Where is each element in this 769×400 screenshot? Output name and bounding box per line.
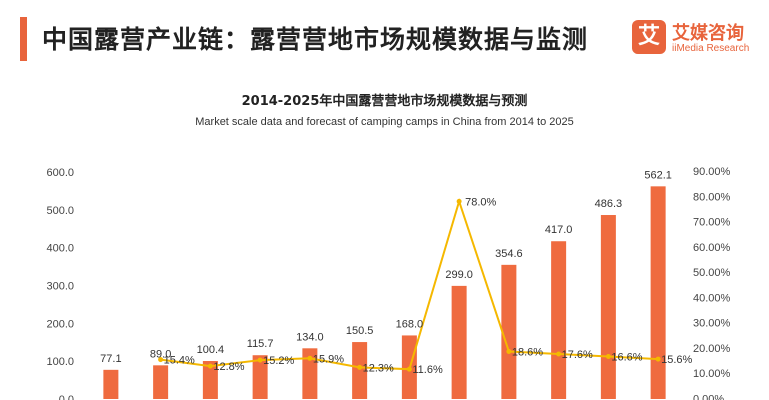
growth-rate-point-2015 <box>158 357 164 363</box>
growth-rate-point-2018 <box>307 355 313 361</box>
right-axis-tick-label: 30.00% <box>693 318 731 330</box>
left-axis-tick-label: 300.0 <box>46 281 74 293</box>
growth-rate-label: 15.6% <box>661 354 692 366</box>
bar-2016 <box>202 361 218 399</box>
bar-value-label: 168.0 <box>396 318 424 330</box>
growth-rate-label: 78.0% <box>465 196 496 208</box>
bar-2018 <box>302 348 318 399</box>
bar-2022 <box>501 264 517 399</box>
right-axis-tick-label: 60.00% <box>693 242 731 254</box>
logo-mark-icon: 艾 <box>632 20 666 54</box>
iimedia-logo: 艾 艾媒咨询 iiMedia Research <box>632 18 756 60</box>
bar-value-label: 299.0 <box>445 269 473 281</box>
report-header: 中国露营产业链：露营营地市场规模数据与监测 艾 艾媒咨询 iiMedia Res… <box>0 0 769 75</box>
bar-value-label: 77.1 <box>100 353 121 365</box>
left-axis-tick-label: 600.0 <box>46 167 74 179</box>
bar-value-label: 100.4 <box>197 344 225 356</box>
bar-2025 <box>650 186 666 399</box>
growth-rate-label: 12.3% <box>363 362 394 374</box>
growth-rate-point-2025 <box>655 356 661 362</box>
page-title: 中国露营产业链：露营营地市场规模数据与监测 <box>42 25 589 54</box>
bar-2023 <box>551 241 567 399</box>
right-axis-tick-label: 40.00% <box>693 292 731 304</box>
bar-value-label: 354.6 <box>495 248 523 260</box>
growth-rate-point-2021 <box>456 198 462 204</box>
right-axis-tick-label: 80.00% <box>693 191 731 203</box>
logo-brand-cn: 艾媒咨询 <box>672 23 744 44</box>
growth-rate-label: 12.8% <box>213 361 244 373</box>
chart-title: 2014-2025年中国露营营地市场规模数据与预测 <box>241 94 528 109</box>
growth-rate-label: 17.6% <box>562 349 593 361</box>
logo-brand-en: iiMedia Research <box>672 43 750 54</box>
right-axis-tick-label: 90.00% <box>693 166 731 178</box>
title-accent-bar <box>20 17 27 61</box>
growth-rate-label: 15.9% <box>313 353 344 365</box>
growth-rate-point-2024 <box>605 354 611 360</box>
chart-subtitle: Market scale data and forecast of campin… <box>195 116 574 128</box>
bar-2024 <box>600 215 616 399</box>
bar-value-label: 115.7 <box>247 338 274 350</box>
growth-rate-label: 18.6% <box>512 346 543 358</box>
bar-value-label: 134.0 <box>296 331 324 343</box>
bar-value-label: 486.3 <box>595 198 623 210</box>
right-axis-tick-label: 50.00% <box>693 267 731 279</box>
bar-value-label: 417.0 <box>545 224 573 236</box>
right-axis-tick-label: 70.00% <box>693 217 731 229</box>
growth-rate-point-2022 <box>506 348 512 354</box>
bar-value-label: 562.1 <box>644 169 672 181</box>
growth-rate-point-2020 <box>406 366 412 372</box>
right-axis-tick-label: 0.00% <box>693 394 724 400</box>
left-axis-tick-label: 100.0 <box>46 356 74 368</box>
left-axis-tick-label: 500.0 <box>46 205 74 217</box>
growth-rate-point-2017 <box>257 357 263 363</box>
growth-rate-label: 15.4% <box>164 355 195 367</box>
growth-rate-point-2023 <box>556 351 562 357</box>
bar-2014 <box>103 369 119 399</box>
growth-rate-point-2016 <box>207 363 213 369</box>
growth-rate-point-2019 <box>357 364 363 370</box>
right-axis-tick-label: 10.00% <box>693 368 731 380</box>
bar-2021 <box>451 285 467 399</box>
bar-2017 <box>252 355 268 399</box>
growth-rate-label: 15.2% <box>263 355 294 367</box>
right-axis-tick-label: 20.00% <box>693 343 731 355</box>
growth-rate-label: 11.6% <box>412 364 443 376</box>
bar-value-label: 89.0 <box>150 348 171 360</box>
bar-value-label: 150.5 <box>346 325 374 337</box>
bar-2015 <box>153 365 169 399</box>
left-axis-tick-label: 400.0 <box>46 243 74 255</box>
left-axis-tick-label: 200.0 <box>46 318 74 330</box>
growth-rate-label: 16.6% <box>611 352 642 364</box>
left-axis-tick-label: 0.0 <box>59 394 74 400</box>
bar-2019 <box>352 342 368 399</box>
